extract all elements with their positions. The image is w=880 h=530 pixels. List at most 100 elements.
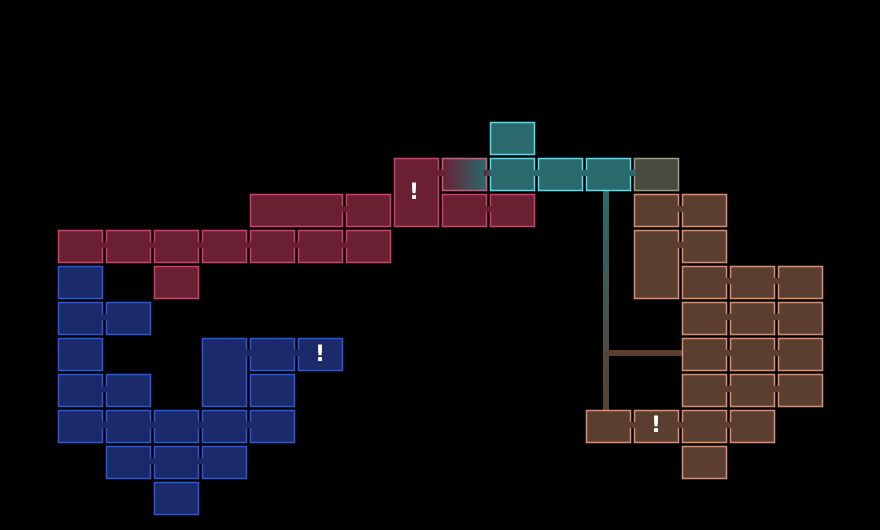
door xyxy=(100,422,108,428)
room xyxy=(153,229,200,264)
room xyxy=(201,337,248,408)
rooms xyxy=(57,121,824,516)
room xyxy=(393,157,440,228)
room xyxy=(249,337,296,372)
room xyxy=(345,193,392,228)
room xyxy=(105,445,152,480)
room xyxy=(489,121,536,156)
room xyxy=(585,409,632,444)
room xyxy=(681,229,728,264)
door xyxy=(484,206,492,212)
room xyxy=(201,409,248,444)
room xyxy=(681,265,728,300)
door xyxy=(724,314,732,320)
marker: ! xyxy=(651,413,661,438)
room xyxy=(249,193,344,228)
room xyxy=(777,265,824,300)
room xyxy=(297,229,344,264)
room xyxy=(777,337,824,372)
room xyxy=(633,193,680,228)
door xyxy=(628,170,636,176)
corridor xyxy=(606,350,682,356)
room xyxy=(153,409,200,444)
room xyxy=(729,301,776,336)
door xyxy=(436,170,444,176)
door xyxy=(772,386,780,392)
door xyxy=(724,386,732,392)
door xyxy=(244,242,252,248)
door xyxy=(676,242,684,248)
door xyxy=(724,350,732,356)
room xyxy=(249,229,296,264)
room xyxy=(489,157,536,192)
door xyxy=(580,170,588,176)
door xyxy=(340,206,348,212)
room xyxy=(57,229,104,264)
door xyxy=(484,170,492,176)
room xyxy=(489,193,536,228)
marker: ! xyxy=(315,342,325,367)
room xyxy=(249,373,296,408)
corridor xyxy=(603,190,609,412)
door xyxy=(292,242,300,248)
room xyxy=(57,337,104,372)
door xyxy=(148,242,156,248)
room xyxy=(345,229,392,264)
room xyxy=(777,373,824,408)
room xyxy=(681,193,728,228)
door xyxy=(100,242,108,248)
room xyxy=(57,373,104,408)
room xyxy=(105,301,152,336)
door xyxy=(100,314,108,320)
room xyxy=(153,481,200,516)
door xyxy=(628,422,636,428)
room xyxy=(153,265,200,300)
room xyxy=(729,373,776,408)
door xyxy=(676,206,684,212)
room xyxy=(585,157,632,192)
door xyxy=(676,422,684,428)
room xyxy=(633,229,680,300)
door xyxy=(148,458,156,464)
door xyxy=(148,422,156,428)
room xyxy=(777,301,824,336)
room xyxy=(681,301,728,336)
door xyxy=(100,386,108,392)
room xyxy=(57,301,104,336)
room xyxy=(729,409,776,444)
room xyxy=(537,157,584,192)
room xyxy=(681,445,728,480)
door xyxy=(724,278,732,284)
door xyxy=(244,422,252,428)
room xyxy=(729,265,776,300)
room xyxy=(105,373,152,408)
room xyxy=(297,337,344,372)
room xyxy=(441,193,488,228)
door xyxy=(772,350,780,356)
room xyxy=(105,409,152,444)
room xyxy=(57,265,104,300)
room xyxy=(729,337,776,372)
room xyxy=(201,445,248,480)
room xyxy=(633,409,680,444)
room xyxy=(153,445,200,480)
door xyxy=(724,422,732,428)
door xyxy=(532,170,540,176)
room xyxy=(249,409,296,444)
room xyxy=(57,409,104,444)
room xyxy=(681,373,728,408)
door xyxy=(196,242,204,248)
room xyxy=(681,337,728,372)
room xyxy=(201,229,248,264)
door xyxy=(196,422,204,428)
door xyxy=(292,350,300,356)
room xyxy=(681,409,728,444)
door xyxy=(196,458,204,464)
door xyxy=(772,278,780,284)
room xyxy=(105,229,152,264)
room xyxy=(441,157,488,192)
connections xyxy=(603,190,682,412)
door xyxy=(340,242,348,248)
door xyxy=(772,314,780,320)
